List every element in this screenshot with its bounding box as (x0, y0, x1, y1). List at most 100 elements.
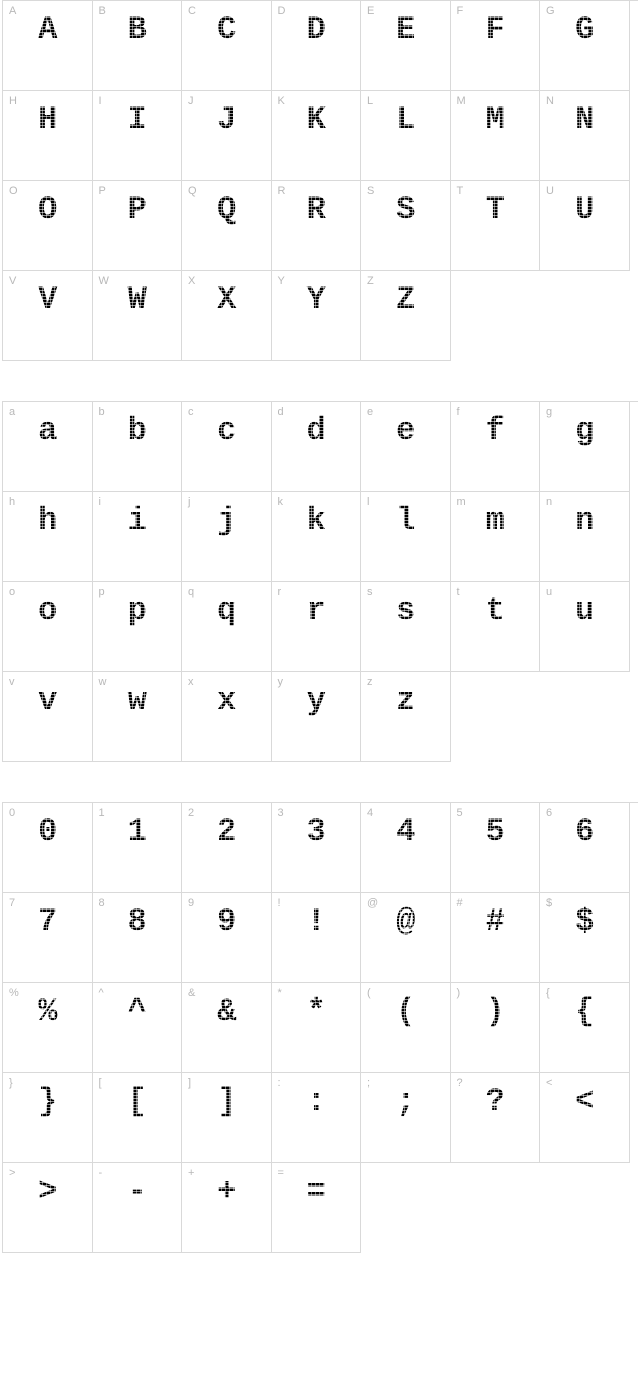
cell-label: ] (188, 1077, 191, 1089)
cell-M: MM (451, 91, 541, 181)
cell-label: ; (367, 1077, 370, 1089)
cell-glyph: ] (217, 1083, 235, 1120)
cell-glyph: y (307, 682, 325, 719)
cell-glyph: ? (486, 1083, 504, 1120)
cell-label: v (9, 676, 15, 688)
cell-E: EE (361, 1, 451, 91)
cell-m: mm (451, 492, 541, 582)
cell-R: RR (272, 181, 362, 271)
cell-label: > (9, 1167, 15, 1179)
cell-label: 9 (188, 897, 194, 909)
cell-y: yy (272, 672, 362, 762)
cell-label: 5 (457, 807, 463, 819)
cell-i: ii (93, 492, 183, 582)
cell-caret: ^^ (93, 983, 183, 1073)
cell-label: R (278, 185, 286, 197)
cell-glyph: f (486, 412, 504, 449)
cell-glyph: u (575, 592, 593, 629)
cell-H: HH (3, 91, 93, 181)
cell-3: 33 (272, 803, 362, 893)
cell-glyph: Y (307, 281, 325, 318)
cell-label: H (9, 95, 17, 107)
cell-r: rr (272, 582, 362, 672)
cell-parenright: )) (451, 983, 541, 1073)
cell-label: r (278, 586, 282, 598)
cell-glyph: S (396, 191, 414, 228)
cell-8: 88 (93, 893, 183, 983)
cell-colon: :: (272, 1073, 362, 1163)
cell-n: nn (540, 492, 630, 582)
cell-glyph: A (38, 11, 56, 48)
cell-label: S (367, 185, 374, 197)
cell-glyph: 2 (217, 813, 235, 850)
cell-glyph: 0 (38, 813, 56, 850)
cell-glyph: # (486, 903, 504, 940)
cell-glyph: c (217, 412, 235, 449)
cell-glyph: a (38, 412, 56, 449)
cell-glyph: j (217, 502, 235, 539)
cell-k: kk (272, 492, 362, 582)
cell-glyph: G (575, 11, 593, 48)
cell-glyph: 5 (486, 813, 504, 850)
cell-label: 2 (188, 807, 194, 819)
cell-Y: YY (272, 271, 362, 361)
cell-label: a (9, 406, 15, 418)
cell-glyph: } (38, 1083, 56, 1120)
cell-label: A (9, 5, 16, 17)
cell-glyph: + (217, 1173, 235, 1210)
cell-glyph: g (575, 412, 593, 449)
cell-o: oo (3, 582, 93, 672)
cell-b: bb (93, 402, 183, 492)
cell-label: b (99, 406, 105, 418)
cell-glyph: - (128, 1173, 146, 1210)
cell-glyph: W (128, 281, 146, 318)
cell-glyph: 6 (575, 813, 593, 850)
cell-label: Q (188, 185, 197, 197)
cell-label: c (188, 406, 194, 418)
cell-glyph: I (128, 101, 146, 138)
cell-label: M (457, 95, 466, 107)
cell-label: ? (457, 1077, 463, 1089)
cell-parenleft: (( (361, 983, 451, 1073)
cell-amp: && (182, 983, 272, 1073)
cell-label: d (278, 406, 284, 418)
cell-glyph: E (396, 11, 414, 48)
cell-1: 11 (93, 803, 183, 893)
cell-glyph: ! (307, 903, 325, 940)
cell-glyph: M (486, 101, 504, 138)
cell-bracketleft: [[ (93, 1073, 183, 1163)
cell-label: : (278, 1077, 281, 1089)
cell-glyph: q (217, 592, 235, 629)
cell-label: 8 (99, 897, 105, 909)
cell-X: XX (182, 271, 272, 361)
character-map: AA BB CC DD EE FF GG HH II JJ KK LL MM N… (0, 0, 640, 1253)
cell-label: j (188, 496, 190, 508)
cell-label: x (188, 676, 194, 688)
cell-label: K (278, 95, 285, 107)
cell-s: ss (361, 582, 451, 672)
cell-label: W (99, 275, 109, 287)
cell-glyph: 9 (217, 903, 235, 940)
cell-label: h (9, 496, 15, 508)
cell-label: B (99, 5, 106, 17)
cell-label: % (9, 987, 19, 999)
cell-w: ww (93, 672, 183, 762)
cell-label: V (9, 275, 16, 287)
cell-G: GG (540, 1, 630, 91)
cell-F: FF (451, 1, 541, 91)
cell-label: I (99, 95, 102, 107)
cell-g: gg (540, 402, 630, 492)
cell-exclam: !! (272, 893, 362, 983)
cell-label: 7 (9, 897, 15, 909)
cell-glyph: D (307, 11, 325, 48)
cell-glyph: p (128, 592, 146, 629)
cell-glyph: : (307, 1083, 325, 1120)
cell-glyph: % (38, 993, 56, 1030)
cell-label: C (188, 5, 196, 17)
cell-glyph: 1 (128, 813, 146, 850)
cell-label: & (188, 987, 195, 999)
cell-q: qq (182, 582, 272, 672)
cell-glyph: $ (575, 903, 593, 940)
cell-label: { (546, 987, 550, 999)
cell-label: e (367, 406, 373, 418)
